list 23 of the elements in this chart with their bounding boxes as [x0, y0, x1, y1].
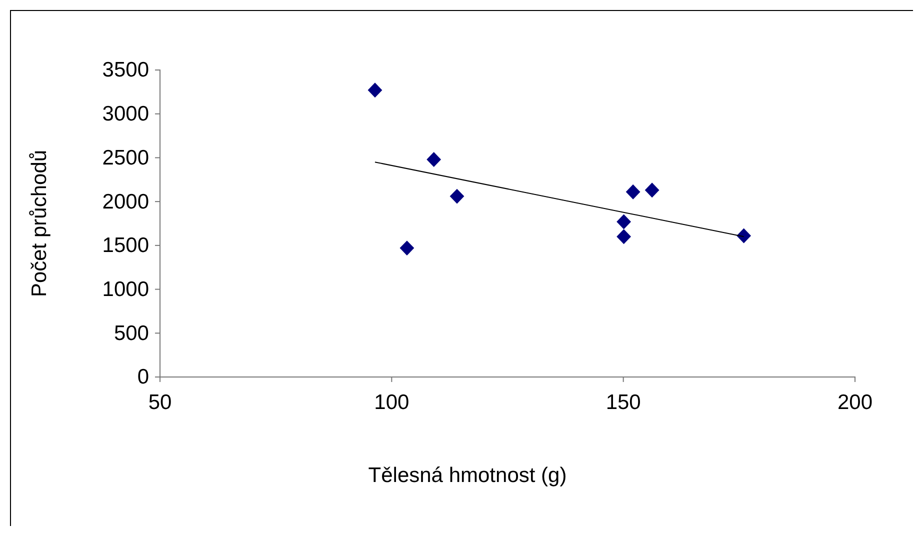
point: [400, 240, 414, 256]
y-tick-label: 2500: [102, 146, 149, 170]
point: [626, 184, 640, 200]
y-tick-label: 3000: [102, 102, 149, 126]
x-tick-label: 200: [837, 390, 873, 414]
point: [644, 182, 660, 198]
y-tick-label: 0: [137, 366, 149, 389]
y-tick-label: 3500: [102, 58, 149, 82]
y-tick-label: 1500: [102, 234, 149, 258]
point: [616, 214, 632, 230]
y-tick-label: 1000: [102, 278, 149, 302]
y-tick-label: 2000: [102, 190, 149, 214]
point: [616, 229, 632, 244]
x-tick-label: 50: [148, 390, 172, 414]
y-tick-label: 500: [114, 322, 149, 345]
point: [736, 228, 752, 244]
x-tick-label: 100: [374, 390, 410, 414]
point: [426, 152, 442, 167]
x-axis-title: Tělesná hmotnost (g): [368, 464, 567, 487]
x-tick-label: 150: [606, 390, 641, 414]
point: [368, 82, 382, 98]
y-axis-title: Počet průchodů: [28, 150, 51, 298]
point: [450, 188, 464, 204]
